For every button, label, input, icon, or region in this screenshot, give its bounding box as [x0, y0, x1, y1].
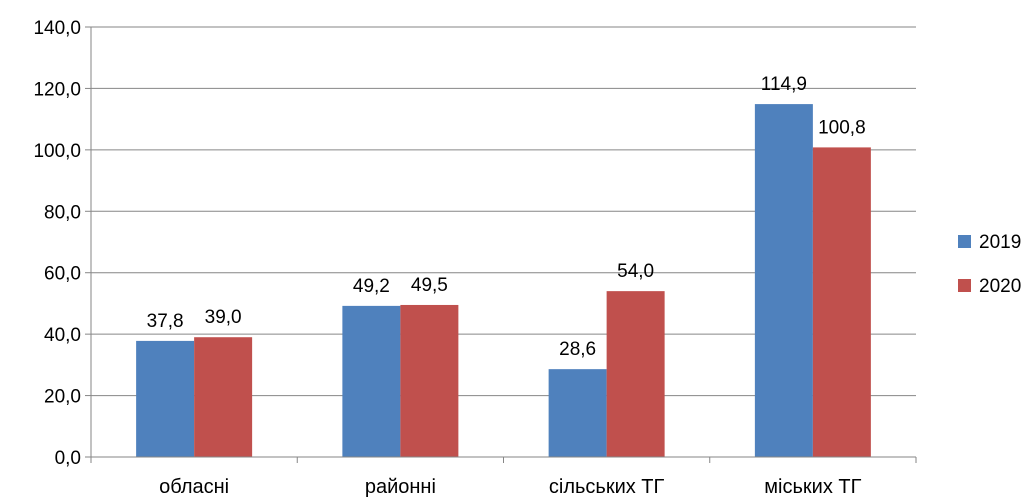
data-label: 49,5: [411, 275, 448, 296]
legend-swatch-2019: [958, 235, 971, 248]
legend-label-2019: 2019: [979, 232, 1021, 253]
bar-2019-0: [136, 340, 195, 457]
bar-2019-1: [342, 305, 401, 457]
data-label: 100,8: [818, 117, 866, 138]
axes: 0,0 20,0 40,0 60,0 80,0 100,0 120,0 140,0 обласн…: [33, 18, 917, 498]
bar-2019-3: [754, 104, 813, 457]
y-tick-label: 100,0: [33, 141, 81, 162]
data-label: 39,0: [205, 307, 242, 328]
y-tick-label: 60,0: [44, 264, 81, 285]
bar-2020-3: [812, 147, 871, 457]
data-label: 28,6: [559, 339, 596, 360]
bar-2020-0: [194, 337, 253, 457]
bars: [136, 104, 871, 457]
y-tick-label: 140,0: [33, 18, 81, 39]
data-label: 49,2: [353, 276, 390, 297]
category-label: міських ТГ: [764, 476, 861, 498]
data-label: 114,9: [761, 74, 807, 95]
gridlines: [91, 26, 916, 397]
y-tick-label: 80,0: [44, 202, 81, 223]
data-label: 37,8: [147, 311, 184, 332]
bar-2019-2: [548, 369, 607, 457]
legend: 2019 2020: [958, 232, 1021, 297]
y-tick-label: 20,0: [44, 387, 81, 408]
legend-label-2020: 2020: [979, 276, 1021, 297]
y-tick-label: 120,0: [33, 79, 81, 100]
category-label: обласні: [159, 476, 229, 498]
category-label: сільських ТГ: [549, 476, 665, 498]
data-label: 54,0: [617, 261, 654, 282]
bar-2020-2: [606, 291, 665, 457]
y-tick-label: 0,0: [55, 448, 81, 469]
bar-2020-1: [400, 304, 459, 457]
legend-swatch-2020: [958, 279, 971, 292]
data-labels: 37,8 39,0 49,2 49,5 28,6 54,0 114,9 100,8: [147, 74, 866, 360]
category-label: районні: [365, 476, 436, 498]
y-tick-label: 40,0: [44, 325, 81, 346]
